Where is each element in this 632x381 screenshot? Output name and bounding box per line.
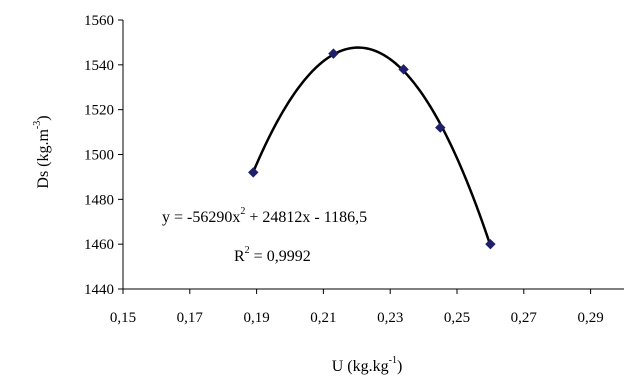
data-point <box>398 64 409 75</box>
data-points <box>248 48 496 250</box>
data-point <box>435 122 446 133</box>
y-tick-label: 1440 <box>84 282 114 298</box>
x-tick-label: 0,27 <box>511 310 538 326</box>
y-tick-label: 1500 <box>84 148 114 164</box>
data-point <box>485 238 496 250</box>
y-tick-label: 1540 <box>84 58 114 74</box>
x-ticks: 0,15 0,17 0,19 0,21 0,23 0,25 0,27 0,29 <box>110 289 604 326</box>
y-tick-label: 1480 <box>84 192 114 208</box>
equation-annotation: y = -56290x2 + 24812x - 1186,5 <box>162 206 367 226</box>
r-squared-annotation: R2 = 0,9992 <box>234 245 311 265</box>
x-axis-title: U (kg.kg-1) <box>332 355 403 375</box>
x-tick-label: 0,17 <box>177 310 204 326</box>
axes <box>122 20 624 290</box>
x-tick-label: 0,21 <box>310 310 336 326</box>
y-ticks: 1440 1460 1480 1500 1520 1540 1560 <box>84 13 123 298</box>
trendline <box>252 46 492 246</box>
y-tick-label: 1560 <box>84 13 114 29</box>
data-point <box>248 167 259 178</box>
y-tick-label: 1520 <box>84 103 114 119</box>
x-tick-label: 0,25 <box>444 310 470 326</box>
x-tick-label: 0,19 <box>243 310 269 326</box>
x-tick-label: 0,29 <box>577 310 603 326</box>
y-axis-title: Ds (kg.m-3) <box>32 115 52 188</box>
x-tick-label: 0,23 <box>377 310 403 326</box>
y-tick-label: 1460 <box>84 237 114 253</box>
x-tick-label: 0,15 <box>110 310 136 326</box>
data-point <box>328 48 339 59</box>
